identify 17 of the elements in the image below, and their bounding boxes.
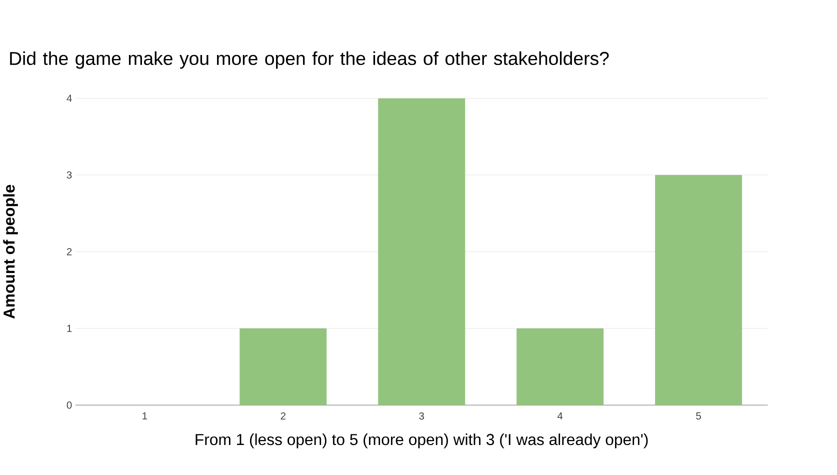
bar (240, 328, 327, 405)
bar (516, 328, 604, 405)
y-tick-label: 4 (66, 94, 72, 102)
x-axis-title: From 1 (less open) to 5 (more open) with 3 ('I was already open') (196, 433, 648, 448)
y-tick-label: 2 (66, 248, 72, 256)
bar (655, 174, 742, 405)
x-tick-label: 1 (142, 412, 148, 420)
y-tick-label: 1 (67, 324, 72, 332)
y-tick-label: 0 (66, 401, 72, 409)
bar (378, 98, 466, 405)
chart-title: Did the game make you more open for the ideas of other stakeholders? (10, 51, 609, 69)
y-tick-label: 3 (66, 171, 72, 178)
x-tick-label: 4 (557, 412, 563, 420)
x-tick-label: 5 (696, 412, 701, 420)
x-tick-label: 3 (419, 412, 424, 420)
y-axis-title: Amount of people (3, 184, 18, 318)
x-tick-label: 2 (280, 412, 286, 420)
